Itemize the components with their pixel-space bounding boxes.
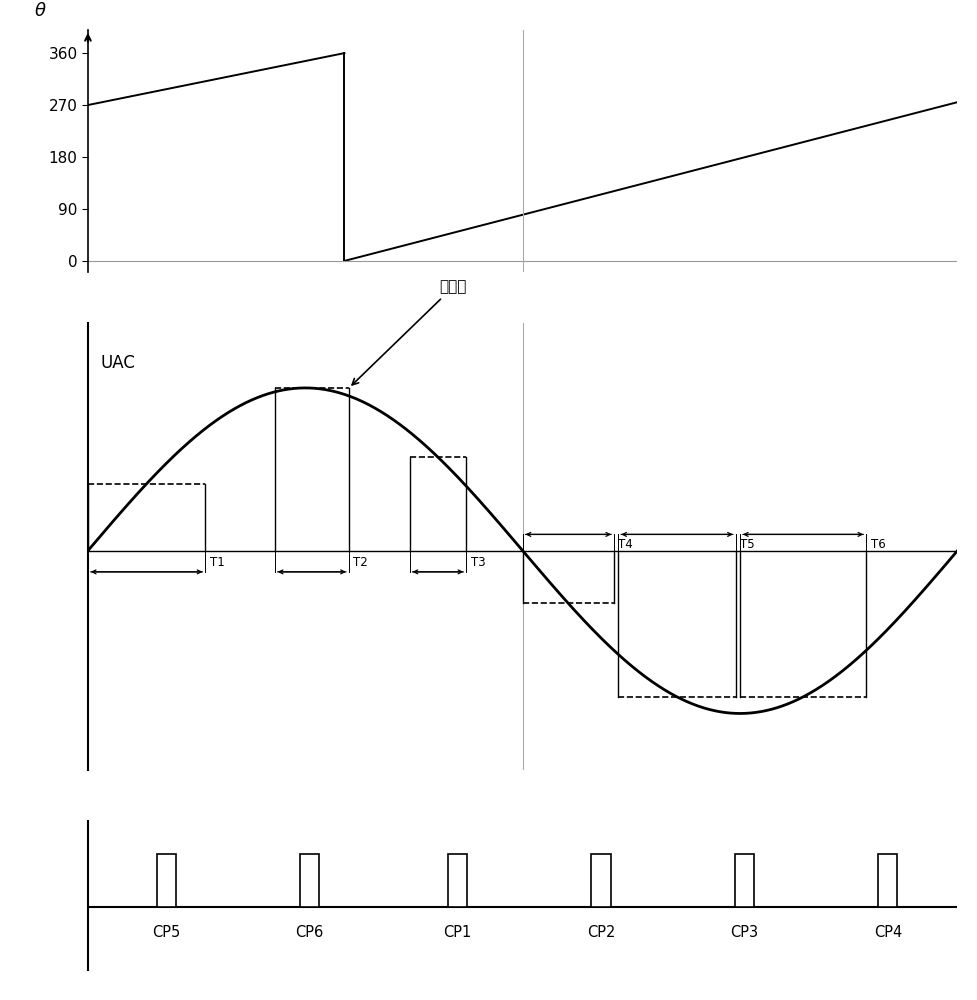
Text: T4: T4 (618, 538, 633, 551)
Bar (447, 854, 467, 907)
Text: CP2: CP2 (587, 925, 616, 940)
Text: CP3: CP3 (731, 925, 758, 940)
Bar (735, 854, 754, 907)
Text: T2: T2 (353, 556, 368, 569)
Text: T6: T6 (871, 538, 885, 551)
Bar (591, 854, 611, 907)
Text: T1: T1 (210, 556, 225, 569)
Bar (156, 854, 176, 907)
Text: θ: θ (34, 2, 46, 20)
Text: 估算値: 估算値 (352, 280, 467, 385)
Text: CP6: CP6 (295, 925, 323, 940)
Text: CP4: CP4 (873, 925, 902, 940)
Text: T5: T5 (741, 538, 754, 551)
Text: T3: T3 (471, 556, 486, 569)
Text: CP1: CP1 (444, 925, 472, 940)
Text: UAC: UAC (101, 354, 136, 372)
Bar (300, 854, 319, 907)
Text: CP5: CP5 (152, 925, 181, 940)
Bar (878, 854, 898, 907)
